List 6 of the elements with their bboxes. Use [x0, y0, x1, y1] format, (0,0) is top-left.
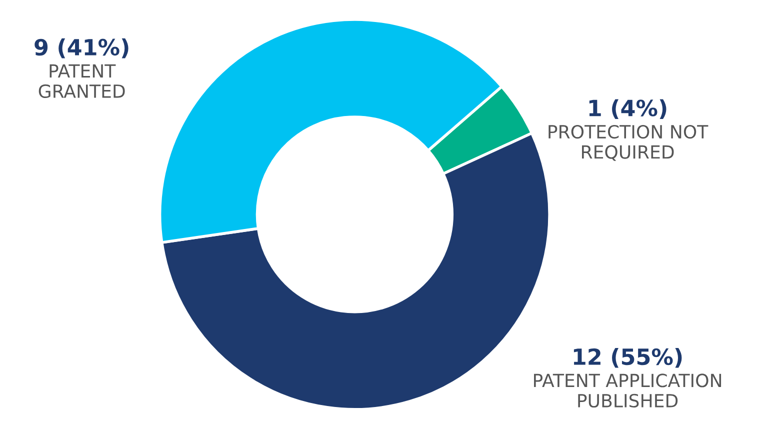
- data-label: 12 (55%): [574, 348, 682, 368]
- slice-label: PATENT GRANTED: [38, 64, 125, 98]
- data-label: 9 (41%): [34, 38, 128, 58]
- data-label: 1 (4%): [589, 99, 666, 120]
- slice-label: PATENT APPLICATION PUBLISHED: [534, 374, 722, 408]
- slice-label: PROTECTION NOT REQUIRED: [548, 124, 708, 161]
